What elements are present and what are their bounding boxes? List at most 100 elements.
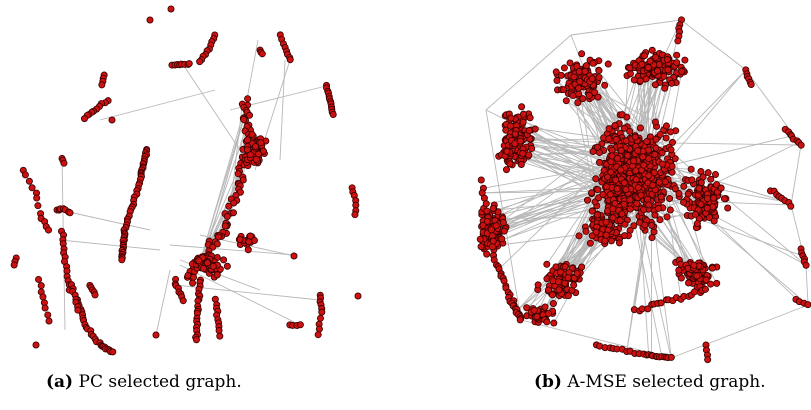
caption-tag-b: (b) [534,372,562,392]
amse-graph-node [622,185,630,193]
amse-graph-node [666,206,674,214]
amse-graph-node [641,52,649,60]
panel-amse-graph: (b) A-MSE selected graph. [406,0,811,410]
amse-graph-node [591,88,599,96]
amse-graph-node [699,173,707,181]
amse-graph-node [574,99,582,107]
amse-graph-node [704,169,712,177]
amse-graph-node [502,166,510,174]
amse-graph-edge [626,189,654,352]
amse-graph-node [482,200,490,208]
amse-graph-node [710,217,718,225]
amse-graph-edge [520,137,613,181]
amse-graph-node [520,110,528,118]
amse-graph-edge [634,142,802,146]
amse-graph-node [499,218,507,226]
amse-graph-node [804,301,811,309]
amse-graph-node [634,147,642,155]
caption-text-b: A-MSE selected graph. [567,372,766,392]
amse-graph-node [592,175,600,183]
pc-graph-node [225,202,233,210]
pc-network-graph [10,5,362,356]
amse-graph-node [660,72,668,80]
amse-graph-node [609,214,617,222]
amse-graph-node [651,81,659,89]
amse-graph-node [648,234,656,242]
amse-graph-node [703,194,711,202]
amse-graph-node [642,75,650,83]
amse-graph-edge [491,138,631,238]
amse-graph-node [674,37,682,45]
pc-graph-node [32,341,40,349]
amse-graph-node [570,281,578,289]
pc-graph-node [236,236,244,244]
amse-graph-node [609,205,617,213]
amse-graph-node [548,291,556,299]
caption-text-a: PC selected graph. [78,372,242,392]
amse-graph-node [711,170,719,178]
pc-graph-node [252,155,260,163]
pc-graph-node [28,184,36,192]
amse-graph-node [534,281,542,289]
pc-graph-node [258,50,266,58]
amse-graph-node [713,181,721,189]
amse-graph-node [633,200,641,208]
amse-graph-node [561,279,569,287]
amse-graph-node [667,128,675,136]
amse-graph-node [797,141,805,149]
amse-graph-node [651,211,659,219]
amse-graph-node [620,200,628,208]
amse-graph-node [595,74,603,82]
pc-graph-node [230,199,238,207]
amse-graph-node [656,216,664,224]
amse-graph-edge [670,71,683,132]
amse-graph-node [620,179,628,187]
amse-graph-node [646,57,654,65]
amse-graph-node [747,80,755,88]
pc-graph-node [296,321,304,329]
amse-graph-node [477,176,485,184]
pc-graph-node [220,256,228,264]
pc-graph-node [290,252,298,260]
amse-graph-node [641,221,649,229]
amse-graph-node [543,260,551,268]
pc-graph-node [33,194,41,202]
amse-graph-node [671,185,679,193]
amse-graph-node [557,71,565,79]
pc-graph-node [196,58,204,66]
pc-graph-node [234,170,242,178]
amse-graph-node [575,90,583,98]
amse-graph-node [648,221,656,229]
amse-graph-node [673,59,681,67]
amse-graph-node [666,195,674,203]
amse-graph-node [592,228,600,236]
amse-graph-node [528,145,536,153]
amse-graph-node [593,211,601,219]
amse-network-graph [476,16,811,364]
amse-graph-node [684,190,692,198]
pc-graph-node [229,209,237,217]
amse-graph-node [578,263,586,271]
pc-graph-node [195,257,203,265]
amse-graph-node [685,279,693,287]
pc-graph-node [216,332,224,340]
amse-graph-node [511,140,519,148]
amse-graph-node [570,73,578,81]
amse-graph-node [575,232,583,240]
amse-graph-edge [667,184,705,266]
amse-graph-node [637,191,645,199]
amse-graph-edge [485,34,572,111]
amse-graph-node [681,56,689,64]
amse-graph-node [552,263,560,271]
amse-graph-node [550,319,558,327]
amse-graph-node [594,186,602,194]
amse-graph-node [690,288,698,296]
amse-graph-node [644,146,652,154]
amse-graph-node [616,216,624,224]
amse-graph-node [713,279,721,287]
amse-graph-node [487,226,495,234]
amse-graph-node [621,232,629,240]
pc-graph-node [66,209,74,217]
amse-graph-node [603,183,611,191]
amse-graph-node [605,135,613,143]
